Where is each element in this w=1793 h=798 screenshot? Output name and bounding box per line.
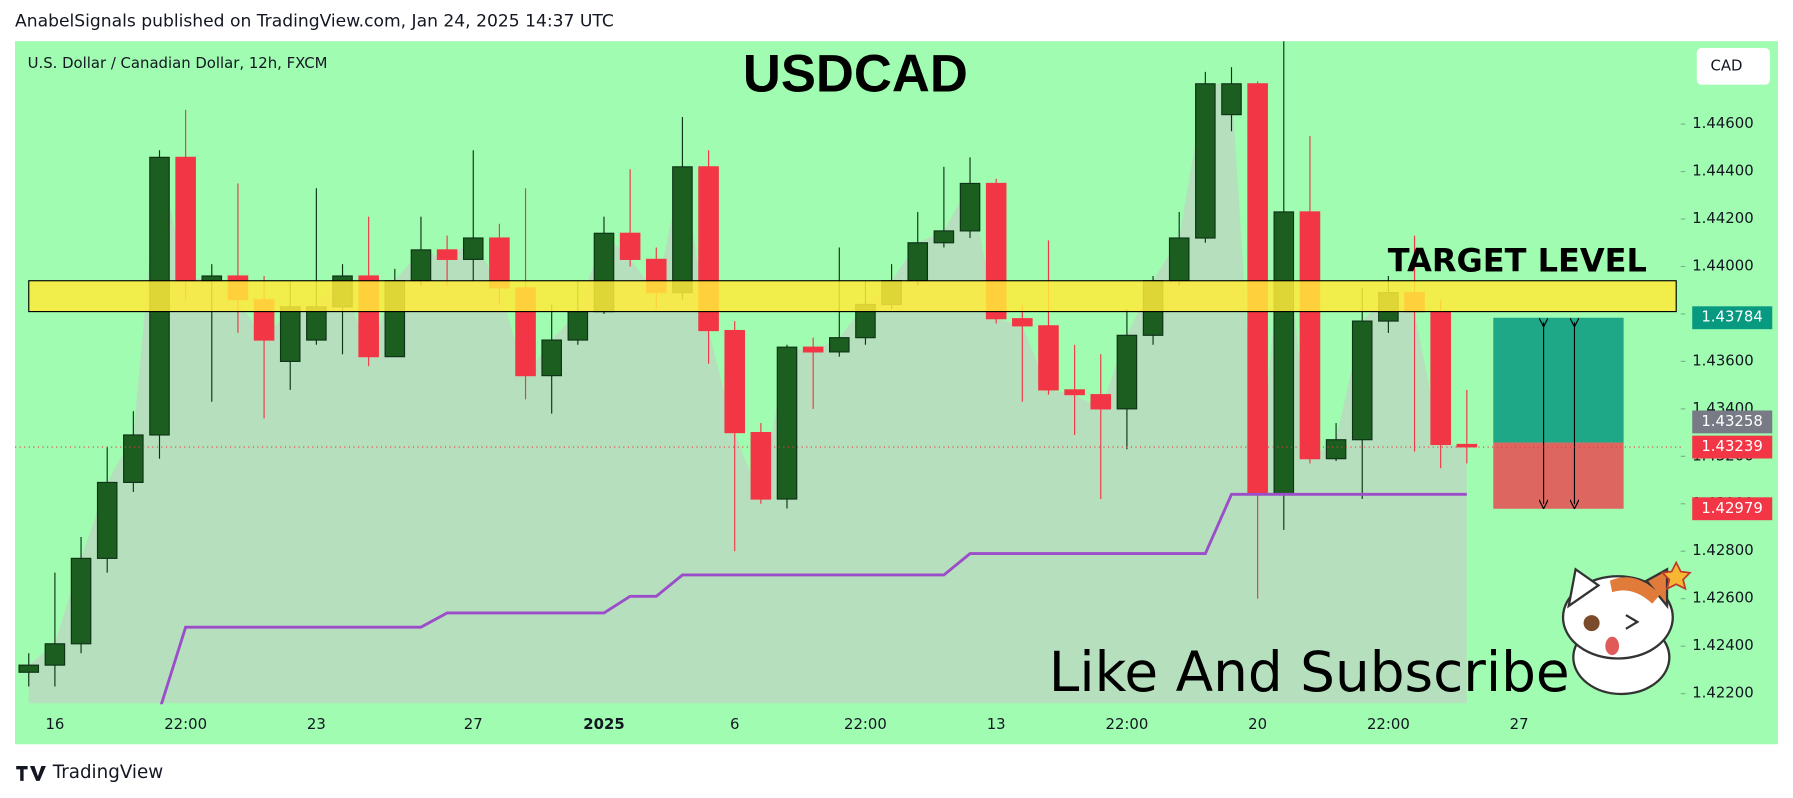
y-tick-label: 1.44000 xyxy=(1692,256,1753,274)
candle-body xyxy=(96,481,118,559)
candle-body xyxy=(44,643,66,666)
candle-body xyxy=(175,156,196,282)
candle-body xyxy=(436,249,458,260)
price-label: 1.42979 xyxy=(1701,499,1762,517)
candle-body xyxy=(1090,394,1112,410)
price-label-box xyxy=(1692,306,1773,330)
x-tick-label: 20 xyxy=(1248,715,1267,733)
candle-body xyxy=(1038,325,1059,391)
price-label: 1.43239 xyxy=(1701,437,1762,455)
y-tick-label: 1.42400 xyxy=(1692,636,1753,654)
plot: 1.422001.424001.426001.428001.430001.432… xyxy=(15,41,1773,733)
x-tick-label: 22:00 xyxy=(844,715,887,733)
candle-body xyxy=(1299,211,1321,460)
currency[interactable]: CAD xyxy=(1711,56,1743,74)
x-tick-label: 22:00 xyxy=(1105,715,1148,733)
candle-body xyxy=(1012,318,1033,327)
candle-body xyxy=(1168,237,1190,282)
x-tick-label: 23 xyxy=(307,715,326,733)
candle-body xyxy=(1064,389,1085,396)
candle-body xyxy=(907,242,929,282)
logo-icon xyxy=(16,765,46,781)
candle-body xyxy=(672,166,693,294)
y-tick-label: 1.42200 xyxy=(1692,684,1753,702)
close-area xyxy=(28,83,1467,704)
price-label: 1.43258 xyxy=(1701,412,1762,430)
candle-body xyxy=(1351,320,1373,441)
candle-body xyxy=(18,664,40,673)
candle-body xyxy=(1430,311,1451,446)
price-label: 1.43784 xyxy=(1701,308,1762,326)
annotation: Like And Subscribe xyxy=(1049,640,1570,704)
y-tick-label: 1.42600 xyxy=(1692,589,1753,607)
y-tick-label: 1.44400 xyxy=(1692,162,1753,180)
candle-body xyxy=(959,182,981,232)
x-tick-label: 16 xyxy=(45,715,64,733)
indicator-line xyxy=(159,492,1467,705)
candle-body xyxy=(541,339,562,377)
candle-body xyxy=(750,432,772,500)
y-tick-label: 1.43600 xyxy=(1692,351,1753,369)
candle-body xyxy=(123,434,144,484)
candle-body xyxy=(1456,443,1478,448)
x-tick-label: 13 xyxy=(987,715,1006,733)
x-tick-label: 27 xyxy=(1510,715,1529,733)
target-zone xyxy=(28,280,1677,313)
chart-title: USDCAD xyxy=(743,45,968,104)
candle-body xyxy=(201,275,223,282)
candle-body xyxy=(1195,83,1216,239)
y-tick-label: 1.42800 xyxy=(1692,541,1753,559)
position-loss xyxy=(1493,442,1624,509)
candle-body xyxy=(1325,439,1347,460)
price-label-box xyxy=(1692,497,1773,521)
zone-label: TARGET LEVEL xyxy=(1388,241,1647,279)
candle-body xyxy=(776,346,798,500)
x-tick-label: 2025 xyxy=(583,715,624,733)
currency-box[interactable] xyxy=(1696,48,1770,85)
candle-body xyxy=(1273,211,1295,495)
candle-body xyxy=(829,337,850,353)
candle-body xyxy=(410,249,432,282)
header: AnabelSignals published on TradingView.c… xyxy=(15,12,614,32)
price-label-box xyxy=(1692,410,1773,434)
subtitle: U.S. Dollar / Canadian Dollar, 12h, FXCM xyxy=(28,54,328,72)
candle-body xyxy=(279,306,301,362)
candle-body xyxy=(724,329,746,434)
y-tick-label: 1.44600 xyxy=(1692,114,1753,132)
position-profit xyxy=(1493,317,1624,443)
x-tick-label: 22:00 xyxy=(1367,715,1410,733)
candle-body xyxy=(567,311,589,341)
candle-body xyxy=(933,230,955,244)
candle-body xyxy=(1116,334,1138,410)
y-tick-label: 1.44200 xyxy=(1692,209,1753,227)
cat-sticker xyxy=(1561,560,1692,696)
x-tick-label: 22:00 xyxy=(164,715,207,733)
x-tick-label: 27 xyxy=(464,715,483,733)
candle-body xyxy=(70,557,92,645)
price-label-box xyxy=(1692,435,1773,459)
candle-body xyxy=(802,346,824,353)
candle-body xyxy=(462,237,484,260)
footer: TradingView xyxy=(52,762,164,783)
x-tick-label: 6 xyxy=(730,715,739,733)
candle-body xyxy=(1221,83,1242,116)
candle-body xyxy=(619,232,641,260)
